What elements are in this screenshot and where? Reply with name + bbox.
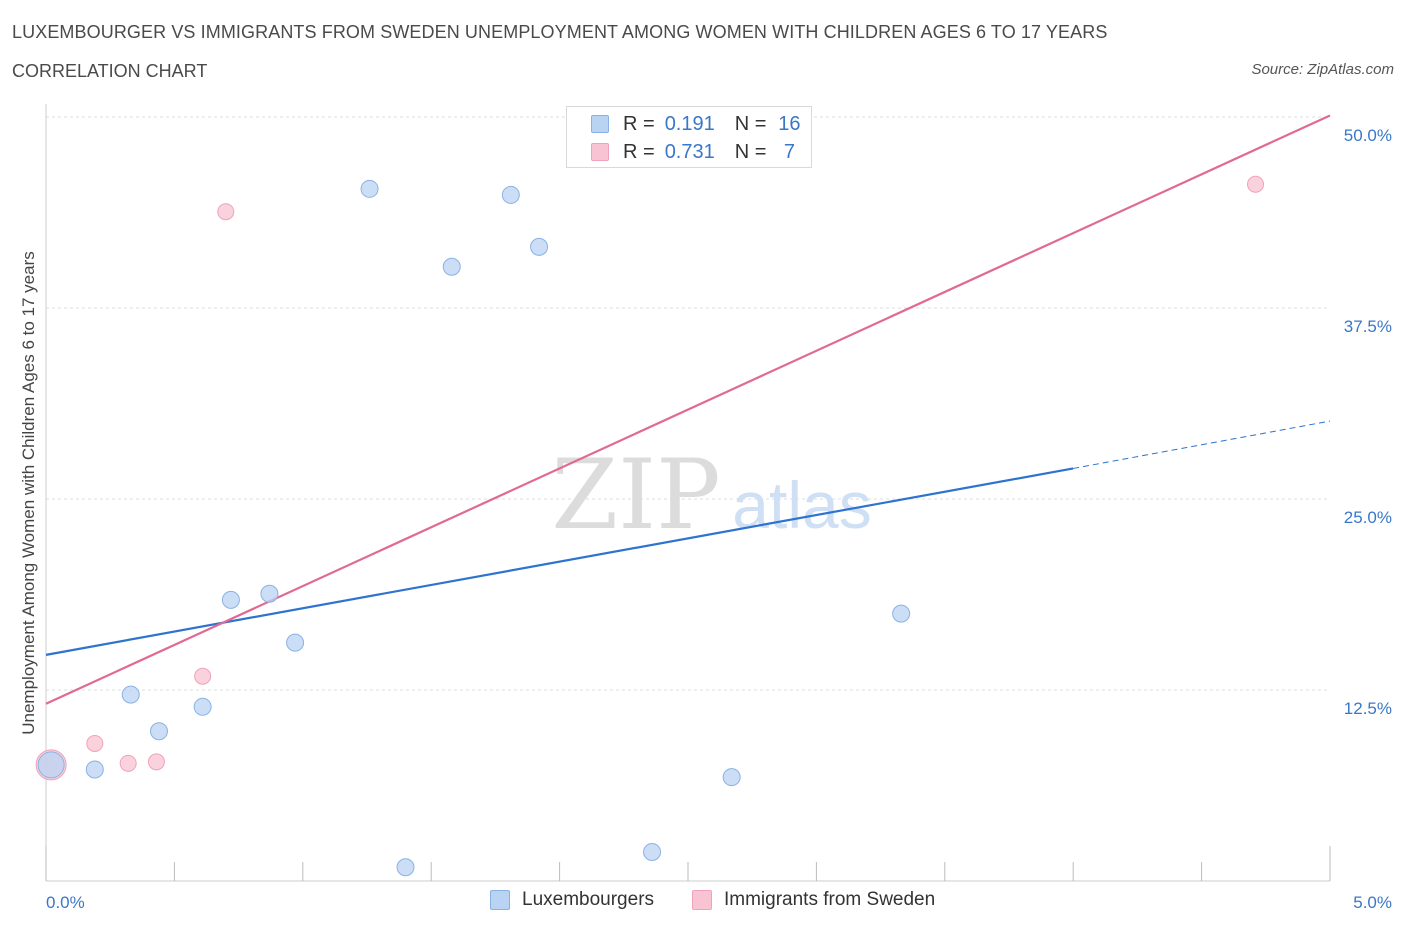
luxembourgers-point (37, 751, 65, 779)
luxembourgers-point (442, 257, 461, 276)
r-value: 0.191 (664, 112, 715, 135)
y-axis-label: Unemployment Among Women with Children A… (19, 251, 38, 735)
x-tick-label: 0.0% (46, 893, 85, 912)
y-tick-label: 12.5% (1344, 699, 1392, 718)
chart-title: LUXEMBOURGER VS IMMIGRANTS FROM SWEDEN U… (12, 22, 1108, 42)
sweden-point (147, 753, 165, 771)
sweden-point (86, 734, 104, 752)
luxembourgers-trendline-extension (1073, 420, 1331, 469)
legend-item-luxembourgers[interactable]: Luxembourgers (490, 889, 654, 911)
sweden-point (217, 203, 235, 221)
chart-subtitle: CORRELATION CHART (12, 61, 208, 81)
n-label: N = (734, 140, 767, 163)
luxembourgers-trendline (45, 467, 1074, 656)
trendlines (45, 114, 1331, 705)
watermark: ZIP atlas (551, 439, 871, 551)
pink-swatch-icon (692, 890, 712, 910)
r-label: R = (623, 140, 655, 163)
luxembourgers-point (121, 685, 140, 704)
n-value: 7 (783, 140, 795, 163)
luxembourgers-point (260, 584, 279, 603)
legend-item-immigrants-from-sweden[interactable]: Immigrants from Sweden (692, 889, 935, 911)
n-label: N = (734, 112, 767, 135)
sweden-point (119, 754, 137, 772)
stats-legend: R = 0.191 N = 16 R = 0.731 N = 7 (566, 106, 812, 168)
luxembourgers-point (85, 760, 104, 779)
y-tick-label: 50.0% (1344, 126, 1392, 145)
luxembourgers-point (501, 185, 520, 204)
luxembourgers-point (149, 722, 168, 741)
luxembourgers-point (396, 858, 415, 877)
watermark-atlas: atlas (732, 468, 871, 542)
luxembourgers-point (286, 633, 305, 652)
tick-labels: 12.5% 25.0% 37.5% 50.0% 0.0% 5.0% (46, 126, 1392, 912)
x-tick-label: 5.0% (1353, 893, 1392, 912)
blue-swatch-icon (591, 115, 609, 133)
luxembourgers-point (360, 179, 379, 198)
luxembourgers-point (221, 590, 240, 609)
y-tick-label: 25.0% (1344, 508, 1392, 527)
luxembourgers-point (892, 604, 911, 623)
data-points (35, 175, 1265, 877)
luxembourgers-point (530, 237, 549, 256)
sweden-point (1247, 175, 1265, 193)
pink-swatch-icon (591, 143, 609, 161)
r-value: 0.731 (664, 140, 715, 163)
luxembourgers-point (722, 768, 741, 787)
y-tick-label: 37.5% (1344, 317, 1392, 336)
stats-row-luxembourgers: R = 0.191 N = 16 (591, 111, 802, 137)
sweden-point (194, 667, 212, 685)
sweden-trendline (45, 114, 1331, 705)
luxembourgers-point (193, 697, 212, 716)
r-label: R = (623, 112, 655, 135)
stats-row-sweden: R = 0.731 N = 7 (591, 139, 802, 165)
watermark-zip: ZIP (551, 439, 720, 551)
series-legend: Luxembourgers Immigrants from Sweden (0, 889, 1406, 915)
blue-swatch-icon (490, 890, 510, 910)
n-value: 16 (778, 112, 801, 135)
luxembourgers-point (643, 842, 662, 861)
legend-label: Luxembourgers (522, 889, 655, 910)
legend-label: Immigrants from Sweden (724, 889, 936, 910)
source-label: Source: ZipAtlas.com (1251, 61, 1394, 78)
